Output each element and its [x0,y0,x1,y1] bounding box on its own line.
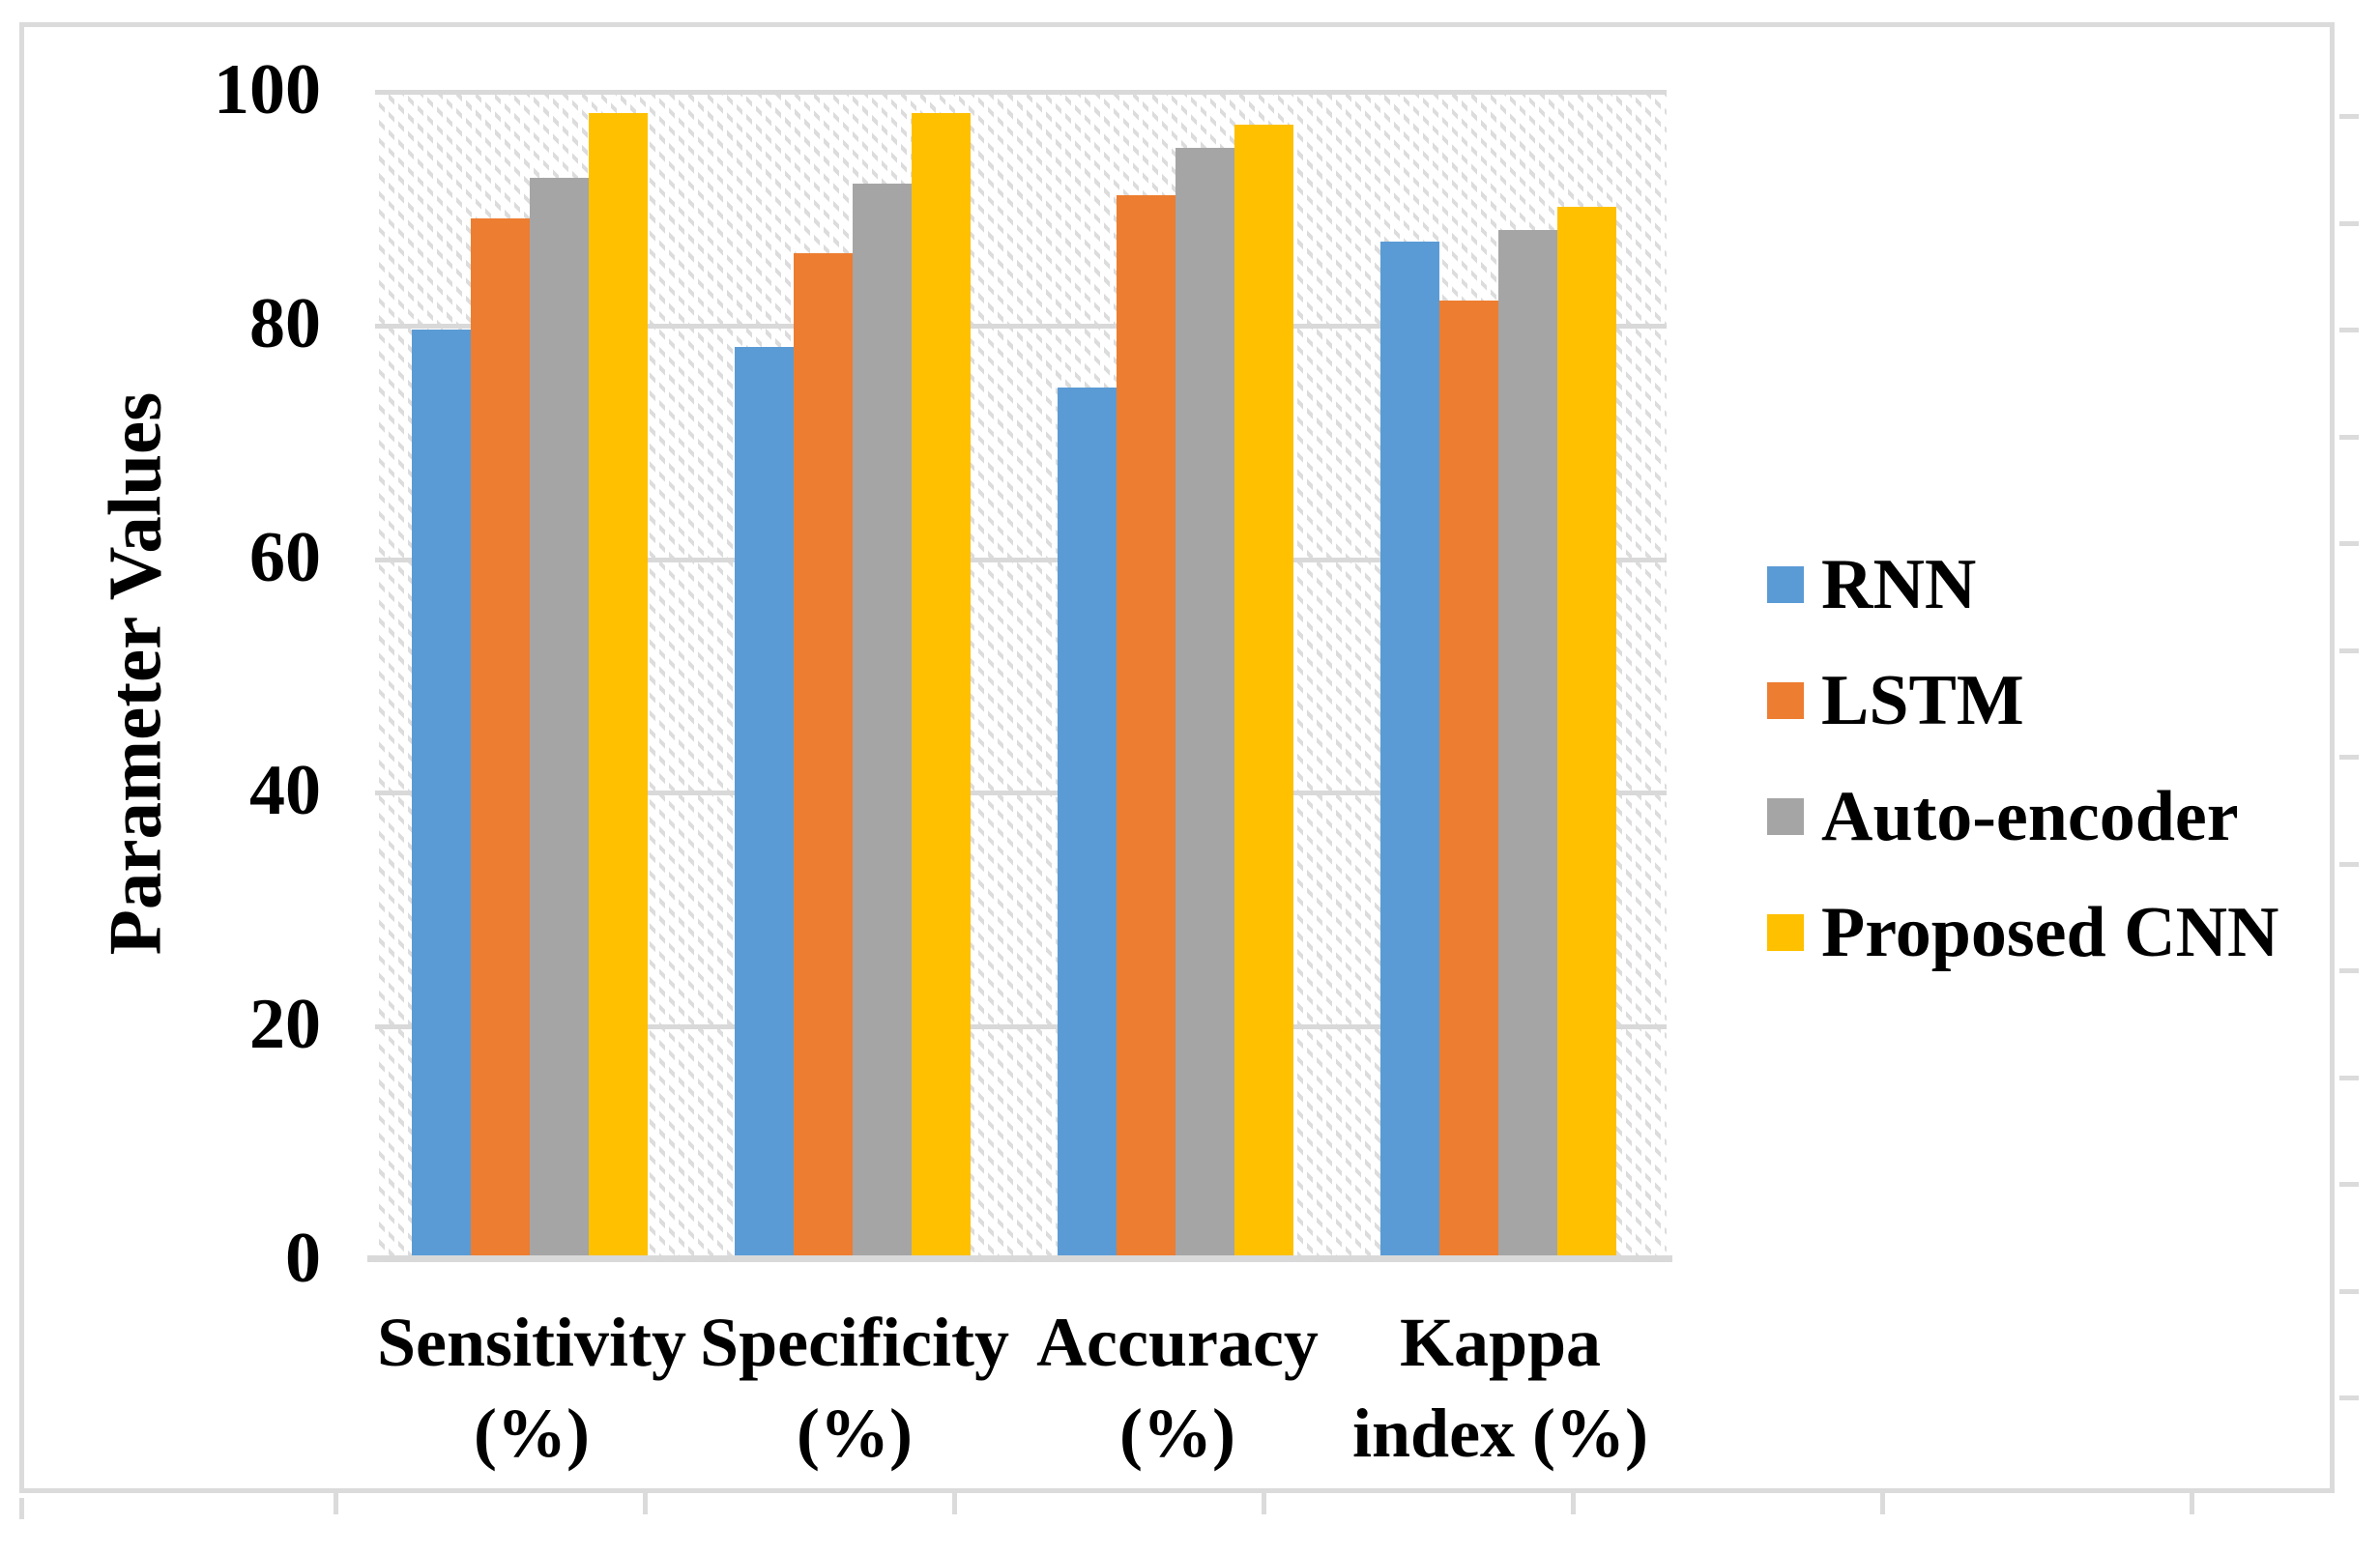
plot-area [375,90,1667,1258]
legend-swatch-icon [1767,682,1804,719]
category-label-line2: (%) [474,1395,590,1472]
legend-item-auto-encoder: Auto-encoder [1767,759,2278,875]
bottom-edge-tick [952,1493,957,1514]
bar-lstm-4 [1439,301,1498,1258]
legend-item-lstm: LSTM [1767,643,2278,759]
category-label-3: Accuracy (%) [974,1297,1380,1479]
y-axis-title: Parameter Values [93,391,177,956]
bar-rnn-2 [735,347,794,1258]
right-edge-tick [2339,968,2359,973]
x-axis-line [367,1255,1672,1262]
legend-label: RNN [1821,544,1977,624]
legend-swatch-icon [1767,798,1804,835]
bar-rnn-1 [412,330,471,1258]
bar-rnn-3 [1058,388,1117,1258]
legend-item-rnn: RNN [1767,527,2278,643]
right-edge-tick [2339,435,2359,440]
right-edge-tick [2339,114,2359,119]
right-edge-tick [2339,221,2359,226]
right-edge-tick [2339,1182,2359,1187]
bottom-edge-tick [1571,1493,1576,1514]
y-tick-label-0: 0 [285,1219,321,1298]
legend-label: Auto-encoder [1821,776,2239,856]
gridline-40 [375,791,1667,796]
bar-auto-encoder-4 [1498,230,1557,1258]
gridline-80 [375,323,1667,329]
right-edge-tick [2339,862,2359,867]
y-tick-label-60: 60 [249,517,321,597]
chart-outer-frame [19,22,2335,1493]
bar-auto-encoder-3 [1175,148,1234,1258]
category-label-line2: index (%) [1352,1395,1648,1472]
bar-rnn-4 [1380,242,1439,1258]
category-label-line1: Specificity [700,1304,1009,1381]
category-label-2: Specificity (%) [652,1297,1058,1479]
bar-auto-encoder-2 [853,184,912,1258]
gridline-20 [375,1024,1667,1030]
y-tick-label-40: 40 [249,751,321,831]
legend-swatch-icon [1767,566,1804,603]
legend: RNN LSTM Auto-encoder Proposed CNN [1767,527,2278,991]
legend-label: Proposed CNN [1821,892,2279,972]
right-edge-tick [2339,1289,2359,1294]
y-tick-label-20: 20 [249,985,321,1065]
bottom-edge-tick [2190,1493,2194,1514]
right-edge-tick [2339,541,2359,546]
bar-lstm-1 [471,218,530,1258]
right-edge-tick [2339,1396,2359,1400]
category-label-4: Kappa index (%) [1297,1297,1703,1479]
bottom-edge-tick [643,1493,648,1514]
bar-proposed-cnn-4 [1557,207,1616,1258]
bottom-edge-tick [1880,1493,1885,1514]
bar-proposed-cnn-3 [1234,125,1293,1258]
category-label-line1: Kappa [1399,1304,1602,1381]
bar-auto-encoder-1 [530,178,589,1258]
bar-proposed-cnn-1 [589,113,648,1258]
right-edge-tick [2339,328,2359,332]
bar-lstm-2 [794,253,853,1258]
category-label-line2: (%) [1119,1395,1235,1472]
y-tick-label-80: 80 [249,283,321,363]
left-line-extension [19,1498,24,1519]
y-tick-label-100: 100 [214,50,321,130]
category-label-line1: Accuracy [1036,1304,1319,1381]
gridline-60 [375,557,1667,562]
right-edge-tick [2339,1076,2359,1080]
legend-item-proposed-cnn: Proposed CNN [1767,875,2278,991]
bar-lstm-3 [1117,195,1175,1258]
bottom-edge-tick [334,1493,338,1514]
legend-swatch-icon [1767,914,1804,951]
right-edge-tick [2339,755,2359,760]
right-edge-tick [2339,648,2359,653]
legend-label: LSTM [1821,660,2024,740]
bottom-edge-tick [1262,1493,1266,1514]
gridline-100 [375,90,1667,95]
bar-proposed-cnn-2 [912,113,971,1258]
category-label-line1: Sensitivity [376,1304,687,1381]
category-label-1: Sensitivity (%) [329,1297,735,1479]
category-label-line2: (%) [797,1395,913,1472]
